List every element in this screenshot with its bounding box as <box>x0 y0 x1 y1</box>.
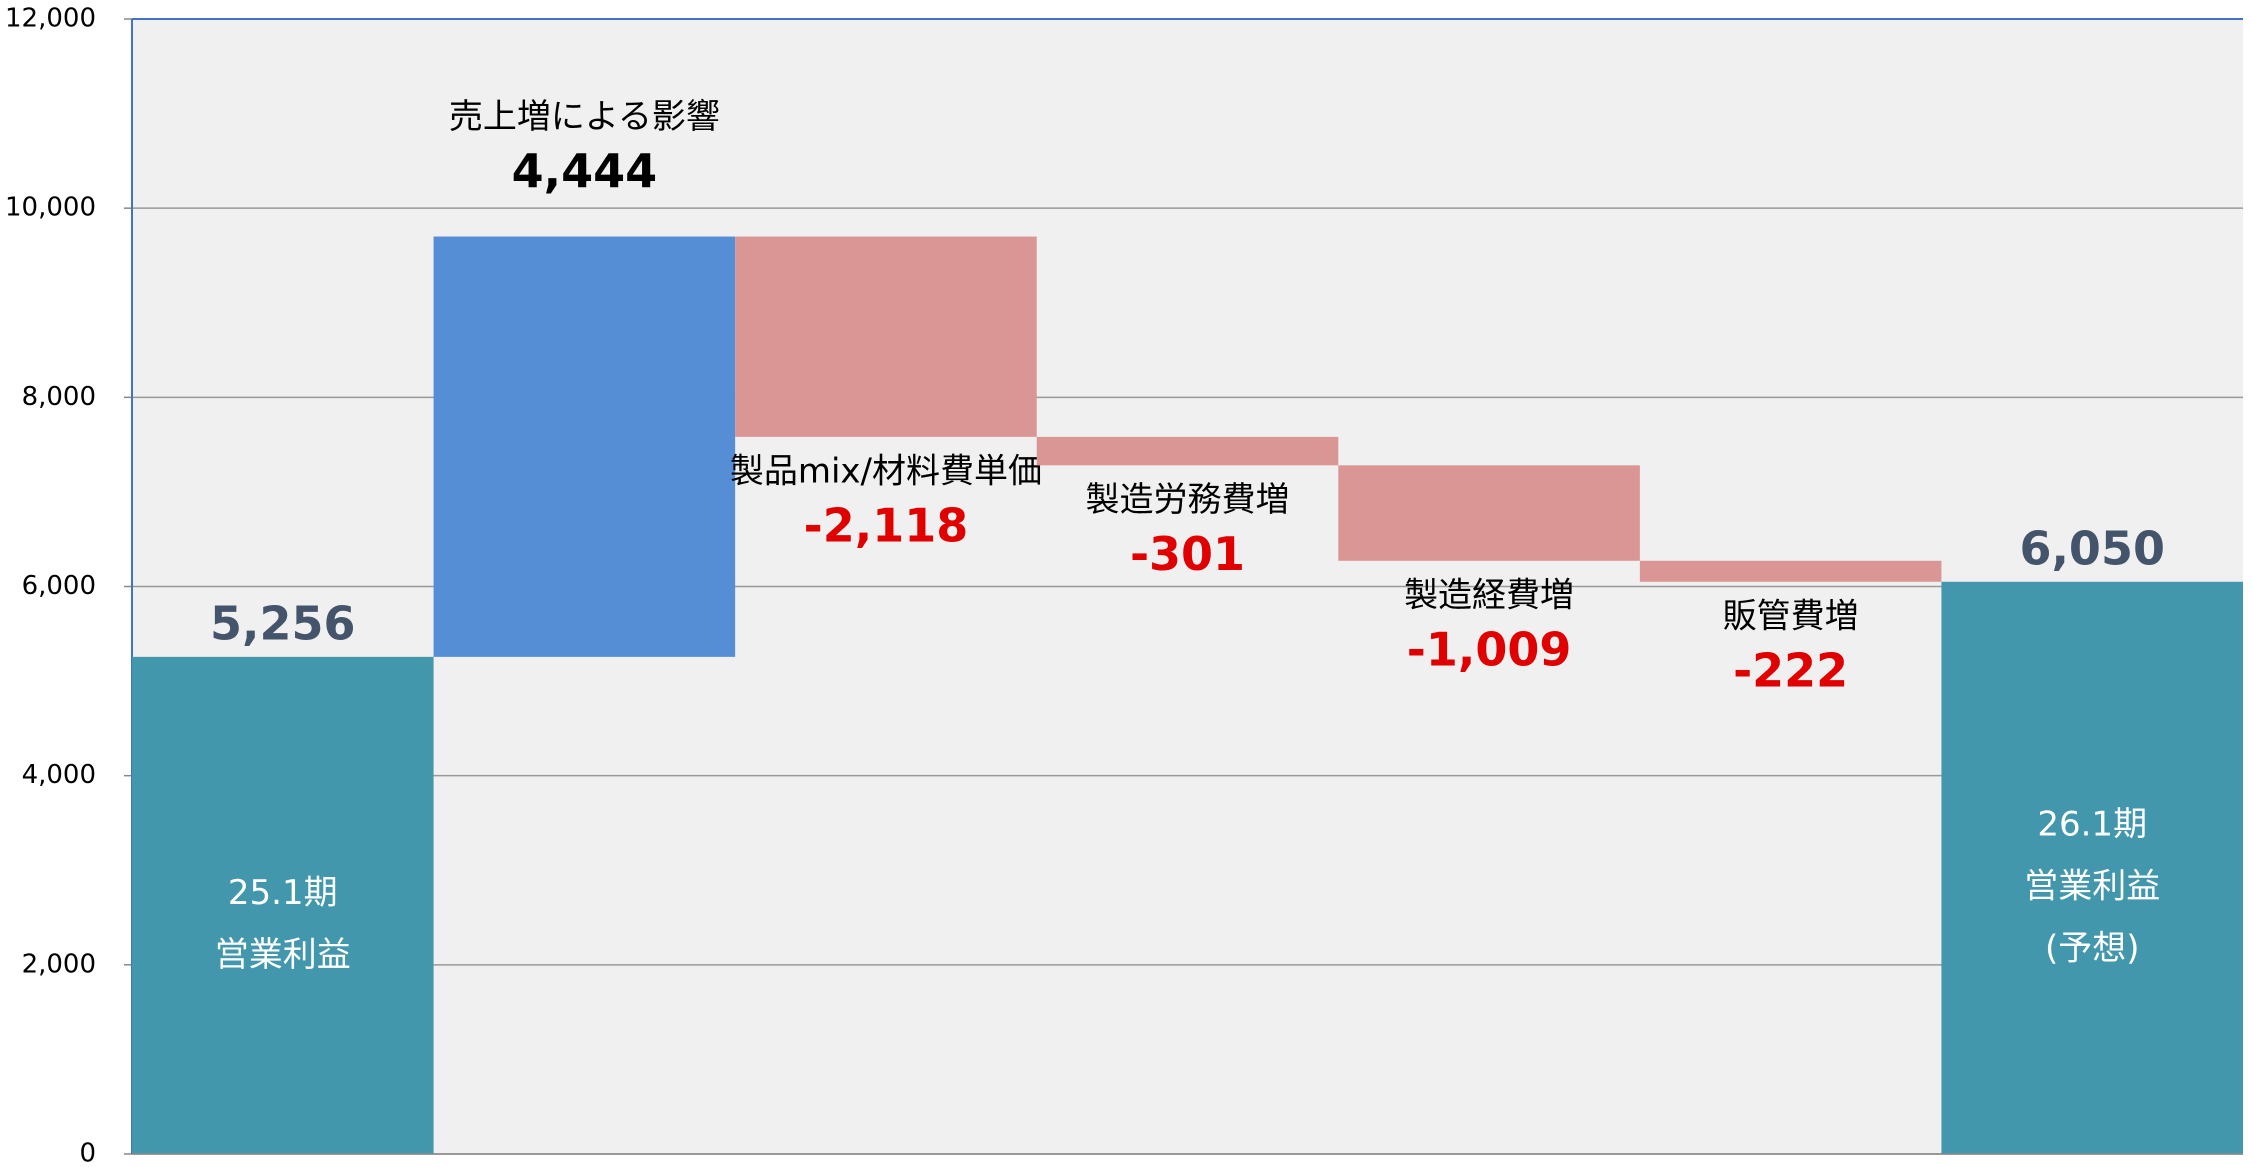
bar <box>735 236 1037 437</box>
bar <box>132 656 434 1154</box>
value-label: 4,444 <box>512 144 658 198</box>
bar <box>433 236 736 657</box>
category-label: (予想) <box>2045 928 2140 968</box>
bar <box>1036 436 1339 466</box>
category-label: 製品mix/材料費単価 <box>730 451 1042 491</box>
bar <box>1338 465 1640 561</box>
value-label: 5,256 <box>210 596 356 650</box>
category-label: 26.1期 <box>2037 804 2147 844</box>
category-label: 営業利益 <box>215 935 351 975</box>
value-label: 6,050 <box>2019 521 2165 575</box>
value-label: -222 <box>1733 643 1848 697</box>
y-tick-label: 2,000 <box>22 949 96 979</box>
category-label: 営業利益 <box>2024 866 2160 906</box>
value-label: -1,009 <box>1407 622 1572 676</box>
value-label: -301 <box>1130 527 1245 581</box>
category-label: 製造労務費増 <box>1086 480 1290 520</box>
y-tick-label: 10,000 <box>5 193 96 223</box>
category-label: 製造経費増 <box>1404 575 1574 615</box>
y-tick-label: 12,000 <box>5 4 96 34</box>
y-tick-label: 8,000 <box>22 382 96 412</box>
category-label: 25.1期 <box>228 873 338 913</box>
y-tick-label: 0 <box>79 1139 96 1167</box>
category-label: 販管費増 <box>1723 596 1859 636</box>
y-tick-label: 6,000 <box>22 571 96 601</box>
category-label: 売上増による影響 <box>449 97 720 137</box>
bar <box>1639 560 1942 582</box>
y-tick-label: 4,000 <box>22 760 96 790</box>
value-label: -2,118 <box>804 498 969 552</box>
bar <box>1941 581 2243 1154</box>
